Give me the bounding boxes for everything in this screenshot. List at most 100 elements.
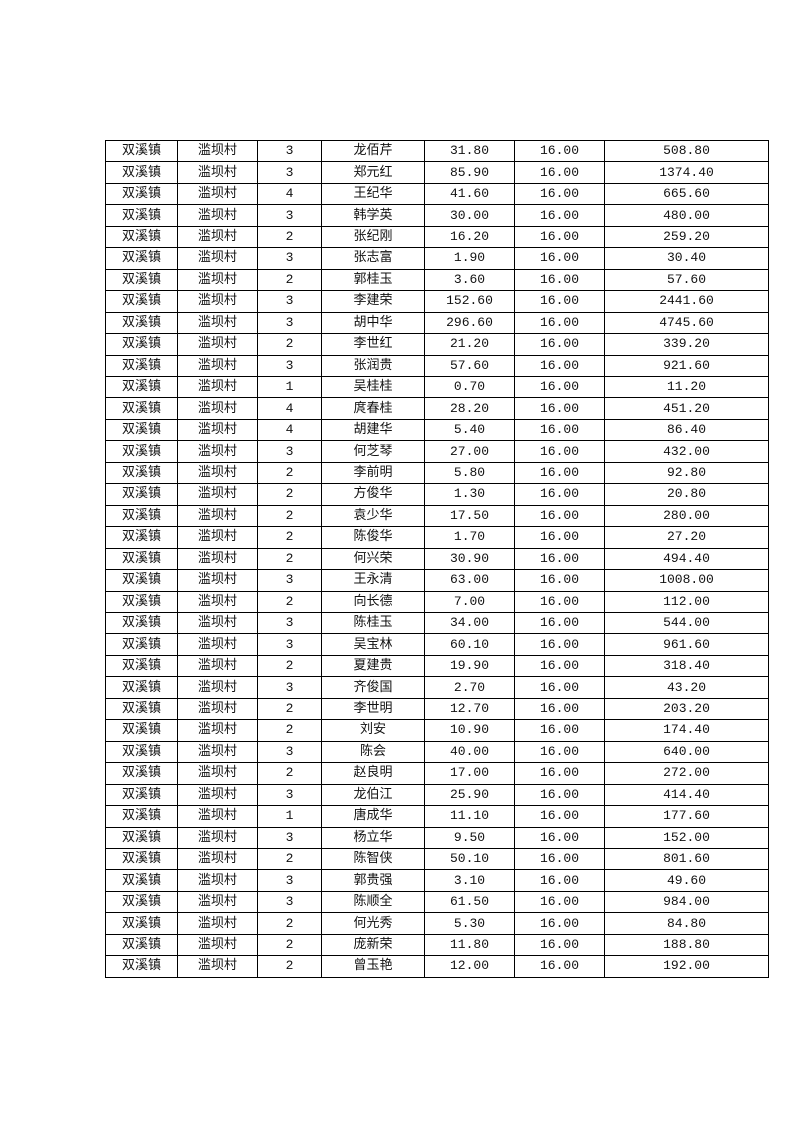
- cell-name: 王永清: [321, 569, 425, 592]
- cell-village: 滥坝村: [177, 955, 258, 978]
- cell-amount: 414.40: [604, 783, 769, 807]
- table-row: 双溪镇 滥坝村 2 庞新荣 11.80 16.00 188.80: [105, 933, 769, 957]
- cell-name: 吴桂桂: [321, 375, 425, 399]
- cell-amount: 2441.60: [604, 290, 769, 313]
- cell-area: 85.90: [424, 161, 515, 184]
- cell-amount: 11.20: [604, 375, 769, 399]
- cell-rate: 16.00: [514, 955, 605, 978]
- cell-name: 郑元红: [321, 161, 425, 184]
- cell-rate: 16.00: [514, 933, 605, 957]
- cell-name: 韩学英: [321, 204, 425, 227]
- cell-area: 11.80: [424, 933, 515, 957]
- cell-name: 龙伯江: [321, 783, 425, 807]
- cell-rate: 16.00: [514, 418, 605, 442]
- table-row: 双溪镇 滥坝村 2 张纪刚 16.20 16.00 259.20: [105, 225, 769, 249]
- cell-area: 40.00: [424, 740, 515, 764]
- cell-town: 双溪镇: [105, 590, 178, 613]
- table-row: 双溪镇 滥坝村 3 郭贵强 3.10 16.00 49.60: [105, 869, 769, 892]
- cell-rate: 16.00: [514, 676, 605, 699]
- cell-name: 庹春桂: [321, 397, 425, 420]
- cell-household-size: 2: [257, 719, 322, 742]
- cell-town: 双溪镇: [105, 268, 178, 292]
- cell-rate: 16.00: [514, 633, 605, 656]
- cell-village: 滥坝村: [177, 590, 258, 613]
- cell-amount: 451.20: [604, 397, 769, 420]
- cell-household-size: 2: [257, 268, 322, 292]
- cell-village: 滥坝村: [177, 461, 258, 485]
- cell-village: 滥坝村: [177, 740, 258, 764]
- table-body: 双溪镇 滥坝村 3 龙佰芹 31.80 16.00 508.80 双溪镇 滥坝村 3 郑元红 85.9…: [105, 139, 769, 978]
- cell-household-size: 3: [257, 440, 322, 463]
- cell-household-size: 3: [257, 204, 322, 227]
- cell-town: 双溪镇: [105, 418, 178, 442]
- cell-area: 63.00: [424, 569, 515, 592]
- cell-village: 滥坝村: [177, 290, 258, 313]
- cell-town: 双溪镇: [105, 611, 178, 635]
- cell-town: 双溪镇: [105, 290, 178, 313]
- table-row: 双溪镇 滥坝村 3 李建荣 152.60 16.00 2441.60: [105, 290, 769, 313]
- table-row: 双溪镇 滥坝村 2 方俊华 1.30 16.00 20.80: [105, 483, 769, 506]
- cell-amount: 30.40: [604, 247, 769, 270]
- cell-rate: 16.00: [514, 333, 605, 356]
- table-row: 双溪镇 滥坝村 3 杨立华 9.50 16.00 152.00: [105, 826, 769, 849]
- cell-name: 胡中华: [321, 311, 425, 335]
- cell-rate: 16.00: [514, 182, 605, 206]
- cell-name: 张纪刚: [321, 225, 425, 249]
- cell-village: 滥坝村: [177, 397, 258, 420]
- cell-village: 滥坝村: [177, 375, 258, 399]
- cell-village: 滥坝村: [177, 526, 258, 549]
- cell-area: 1.30: [424, 483, 515, 506]
- cell-amount: 432.00: [604, 440, 769, 463]
- cell-town: 双溪镇: [105, 740, 178, 764]
- cell-village: 滥坝村: [177, 719, 258, 742]
- cell-village: 滥坝村: [177, 611, 258, 635]
- cell-household-size: 3: [257, 869, 322, 892]
- cell-household-size: 4: [257, 397, 322, 420]
- cell-amount: 259.20: [604, 225, 769, 249]
- cell-rate: 16.00: [514, 483, 605, 506]
- table-row: 双溪镇 滥坝村 3 胡中华 296.60 16.00 4745.60: [105, 311, 769, 335]
- table-row: 双溪镇 滥坝村 2 向长德 7.00 16.00 112.00: [105, 590, 769, 613]
- cell-household-size: 3: [257, 247, 322, 270]
- cell-area: 152.60: [424, 290, 515, 313]
- table-row: 双溪镇 滥坝村 3 韩学英 30.00 16.00 480.00: [105, 204, 769, 227]
- cell-amount: 203.20: [604, 697, 769, 721]
- cell-town: 双溪镇: [105, 633, 178, 656]
- cell-amount: 192.00: [604, 955, 769, 978]
- cell-village: 滥坝村: [177, 225, 258, 249]
- cell-amount: 4745.60: [604, 311, 769, 335]
- cell-rate: 16.00: [514, 847, 605, 871]
- cell-area: 30.00: [424, 204, 515, 227]
- cell-name: 何芝琴: [321, 440, 425, 463]
- cell-name: 龙佰芹: [321, 139, 425, 163]
- cell-town: 双溪镇: [105, 783, 178, 807]
- cell-village: 滥坝村: [177, 912, 258, 935]
- table-row: 双溪镇 滥坝村 1 唐成华 11.10 16.00 177.60: [105, 805, 769, 828]
- cell-rate: 16.00: [514, 526, 605, 549]
- cell-household-size: 2: [257, 933, 322, 957]
- data-table: 双溪镇 滥坝村 3 龙佰芹 31.80 16.00 508.80 双溪镇 滥坝村 3 郑元红 85.9…: [105, 139, 769, 978]
- cell-amount: 174.40: [604, 719, 769, 742]
- cell-amount: 961.60: [604, 633, 769, 656]
- cell-town: 双溪镇: [105, 247, 178, 270]
- cell-name: 何光秀: [321, 912, 425, 935]
- cell-area: 5.30: [424, 912, 515, 935]
- cell-town: 双溪镇: [105, 955, 178, 978]
- cell-name: 刘安: [321, 719, 425, 742]
- cell-town: 双溪镇: [105, 204, 178, 227]
- cell-household-size: 3: [257, 740, 322, 764]
- table-row: 双溪镇 滥坝村 3 张志富 1.90 16.00 30.40: [105, 247, 769, 270]
- table-row: 双溪镇 滥坝村 3 齐俊国 2.70 16.00 43.20: [105, 676, 769, 699]
- cell-name: 张润贵: [321, 354, 425, 377]
- cell-rate: 16.00: [514, 890, 605, 914]
- cell-village: 滥坝村: [177, 311, 258, 335]
- cell-rate: 16.00: [514, 869, 605, 892]
- table-row: 双溪镇 滥坝村 4 胡建华 5.40 16.00 86.40: [105, 418, 769, 442]
- table-row: 双溪镇 滥坝村 2 陈俊华 1.70 16.00 27.20: [105, 526, 769, 549]
- cell-name: 胡建华: [321, 418, 425, 442]
- cell-rate: 16.00: [514, 504, 605, 528]
- cell-amount: 49.60: [604, 869, 769, 892]
- cell-village: 滥坝村: [177, 182, 258, 206]
- cell-area: 17.00: [424, 762, 515, 785]
- cell-household-size: 2: [257, 547, 322, 571]
